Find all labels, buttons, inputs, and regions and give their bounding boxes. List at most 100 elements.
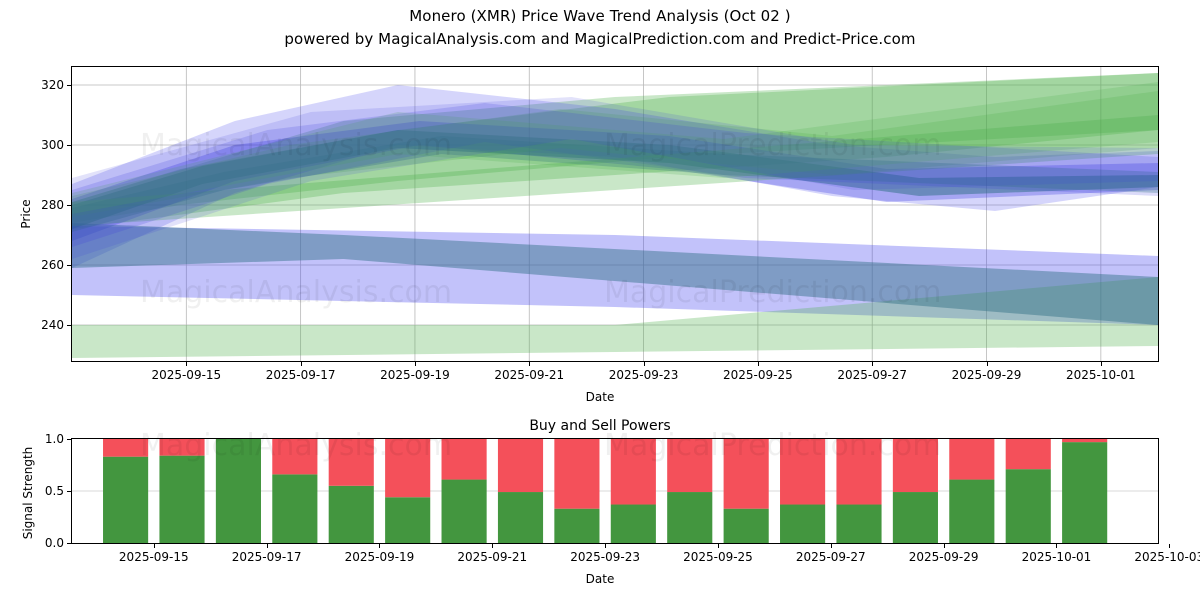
price-band-layer-2 [72,136,1158,232]
signal-y-tickmark [67,439,71,440]
price-y-tickmark [67,325,71,326]
price-band-teal-overlap-left [72,223,1158,325]
price-x-tickmark [529,362,531,366]
price-x-tickmark [757,362,759,366]
buy-power-bar[interactable] [1005,469,1051,543]
buy-power-bar[interactable] [215,439,261,543]
price-band-long-green-trend-band [72,115,1158,226]
powers-x-tickmark [492,544,494,548]
price-band-lower-green-support-band [72,277,1158,358]
buy-power-bar[interactable] [949,479,995,543]
sell-power-bar[interactable] [667,439,713,493]
buy-power-bar[interactable] [1062,442,1108,543]
price-x-tickmark [872,362,874,366]
buy-power-bar[interactable] [610,504,656,543]
sell-power-bar[interactable] [949,439,995,480]
price-x-tick: 2025-09-19 [380,368,450,382]
price-band-layer-0 [72,91,1158,217]
sell-power-bar[interactable] [328,439,374,486]
price-x-tick: 2025-09-21 [494,368,565,382]
price-x-tick: 2025-09-23 [608,368,679,382]
sell-power-bar[interactable] [441,439,487,480]
price-x-tickmark [414,362,416,366]
powers-x-tickmark [153,544,155,548]
buy-power-bar[interactable] [723,508,769,543]
buy-sell-powers-plot [71,438,1159,544]
sell-power-bar[interactable] [1005,439,1051,470]
price-x-tick: 2025-09-17 [265,368,336,382]
powers-x-tickmark [379,544,381,548]
price-wave-plot [71,66,1159,362]
powers-date-axis-label: Date [585,572,615,586]
buy-power-bar[interactable] [667,492,713,543]
powers-x-tickmark [605,544,607,548]
price-y-tickmark [67,205,71,206]
powers-x-tick: 2025-09-21 [457,550,528,564]
price-y-tick: 300 [41,138,64,152]
buy-power-bar[interactable] [441,479,487,543]
buy-power-bar[interactable] [892,492,938,543]
price-band-lower-blue-support-band [72,226,1158,325]
buy-power-bar[interactable] [103,456,149,543]
powers-x-tickmark [1056,544,1058,548]
signal-y-tick: 1.0 [44,432,64,446]
sell-power-bar[interactable] [780,439,826,505]
powers-x-tick: 2025-09-23 [570,550,640,564]
signal-y-tick: 0.5 [44,484,64,498]
powers-x-tick: 2025-09-15 [118,550,189,564]
buy-power-bar[interactable] [159,455,205,543]
price-y-tick: 320 [41,78,64,92]
signal-y-tickmark [67,543,71,544]
price-x-tickmark [986,362,988,366]
buy-sell-bars-svg [72,439,1158,543]
buy-power-bar[interactable] [272,474,318,543]
powers-x-tickmark [717,544,719,548]
powers-x-tick: 2025-09-27 [795,550,866,564]
price-band-blue-wave-upper-broad [72,85,1158,268]
powers-x-tickmark [943,544,945,548]
price-band-layer-4 [72,97,1158,259]
sell-power-bar[interactable] [836,439,882,505]
sell-power-bar[interactable] [554,439,600,509]
buy-power-bar[interactable] [385,497,431,543]
powers-x-tickmark [830,544,832,548]
sell-power-bar[interactable] [159,439,205,456]
price-y-tick: 280 [41,198,64,212]
price-x-tick: 2025-09-27 [837,368,908,382]
price-x-tickmark [186,362,188,366]
price-wave-svg [72,67,1158,361]
price-x-tickmark [643,362,645,366]
price-x-tick: 2025-09-25 [723,368,793,382]
sell-power-bar[interactable] [497,439,544,493]
signal-y-tickmark [67,491,71,492]
price-x-tick: 2025-10-01 [1065,368,1136,382]
price-date-axis-label: Date [585,390,615,404]
powers-x-tick: 2025-09-25 [683,550,753,564]
price-x-tickmark [300,362,302,366]
buy-power-bar[interactable] [836,504,882,543]
powers-x-tick: 2025-09-17 [231,550,302,564]
buy-power-bar[interactable] [780,504,826,543]
price-y-tick: 240 [41,318,64,332]
sell-power-bar[interactable] [892,439,938,493]
powers-x-tick: 2025-09-19 [344,550,415,564]
sell-power-bar[interactable] [1062,439,1108,443]
sell-power-bar[interactable] [610,439,656,505]
page-title: Monero (XMR) Price Wave Trend Analysis (… [409,7,791,25]
price-band-layer-1 [72,103,1158,247]
powers-title: Buy and Sell Powers [529,418,671,434]
sell-power-bar[interactable] [723,439,769,509]
powers-x-tick: 2025-10-01 [1021,550,1092,564]
powers-x-tickmark [266,544,268,548]
buy-power-bar[interactable] [497,492,544,543]
powers-x-tickmark [1169,544,1171,548]
sell-power-bar[interactable] [103,439,149,457]
sell-power-bar[interactable] [385,439,431,498]
price-x-tickmark [1100,362,1102,366]
buy-power-bar[interactable] [554,508,600,543]
price-y-tick: 260 [41,258,64,272]
sell-power-bar[interactable] [272,439,318,475]
buy-power-bar[interactable] [328,485,374,543]
powers-x-tick: 2025-10-03 [1134,550,1200,564]
